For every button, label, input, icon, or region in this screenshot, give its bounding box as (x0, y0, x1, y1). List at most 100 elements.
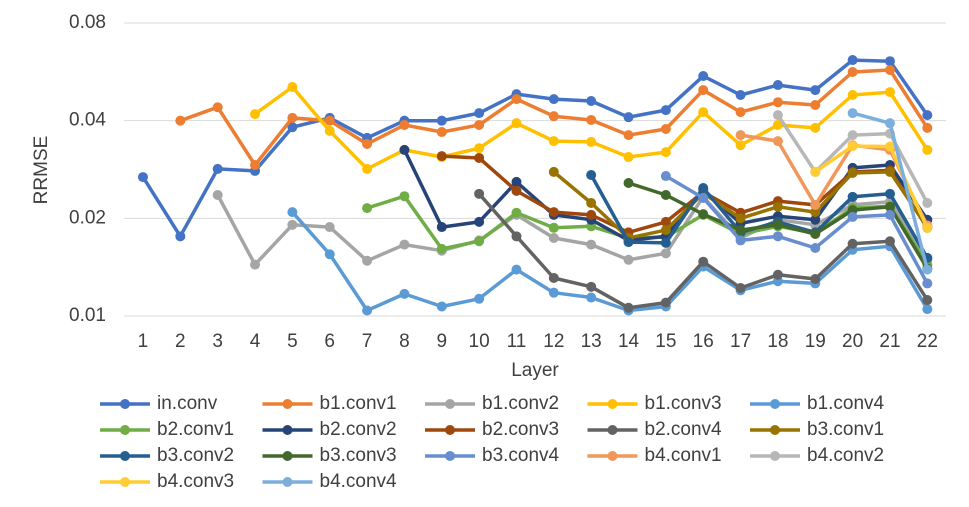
point (623, 178, 634, 189)
point (511, 118, 522, 129)
point (772, 97, 783, 108)
point (884, 201, 895, 212)
point (399, 191, 410, 202)
legend-marker (445, 451, 455, 461)
x-tick-label: 12 (543, 331, 564, 352)
point (698, 256, 709, 267)
point (287, 207, 298, 218)
legend-marker (445, 425, 455, 435)
legend-marker (120, 451, 130, 461)
point (922, 304, 933, 315)
point (362, 138, 373, 149)
x-tick-label: 11 (507, 331, 527, 352)
y-axis-label: RRMSE (31, 136, 52, 205)
legend-label: b2.conv2 (320, 419, 397, 440)
point (884, 56, 895, 67)
point (586, 281, 597, 292)
legend-label: b3.conv1 (807, 419, 884, 440)
point (362, 163, 373, 174)
legend-marker (282, 425, 293, 435)
point (586, 95, 597, 106)
y-tick-label: 0.04 (69, 110, 106, 131)
point (810, 274, 821, 285)
point (922, 197, 933, 208)
point (698, 209, 709, 220)
point (660, 190, 671, 201)
legend-marker (770, 425, 780, 435)
point (810, 100, 821, 111)
legend-marker (770, 451, 780, 461)
point (772, 231, 783, 242)
x-tick-label: 19 (805, 331, 826, 352)
x-tick-label: 2 (175, 331, 186, 352)
point (250, 109, 261, 120)
point (250, 160, 261, 171)
point (324, 115, 335, 126)
x-tick-label: 18 (767, 331, 788, 352)
point (847, 108, 858, 119)
legend-marker (120, 399, 130, 409)
x-tick-label: 9 (436, 331, 447, 352)
point (212, 102, 223, 113)
series-line (216, 194, 929, 267)
point (735, 213, 746, 224)
point (586, 197, 597, 208)
legend-label: b1.conv4 (807, 393, 885, 414)
point (287, 219, 298, 230)
legend-marker (607, 451, 618, 461)
point (436, 151, 447, 162)
x-tick-label: 13 (581, 331, 602, 352)
point (548, 111, 559, 122)
point (847, 141, 858, 152)
point (847, 67, 858, 78)
x-tick-label: 10 (469, 331, 490, 352)
legend-label: b4.conv3 (157, 471, 234, 492)
point (362, 255, 373, 266)
point (772, 136, 783, 147)
point (548, 136, 559, 147)
x-tick-label: 17 (730, 331, 751, 352)
y-tick-label: 0.02 (69, 207, 106, 228)
x-tick-label: 14 (618, 331, 640, 352)
point (698, 107, 709, 118)
point (436, 301, 447, 312)
legend-marker (445, 399, 455, 409)
point (586, 292, 597, 303)
x-tick-label: 8 (399, 331, 410, 352)
point (810, 199, 821, 210)
legend-marker (120, 425, 130, 435)
legend-label: b4.conv4 (320, 471, 398, 492)
point (847, 211, 858, 222)
legend-marker (282, 477, 293, 487)
point (548, 207, 559, 218)
legend-label: b2.conv4 (645, 419, 723, 440)
point (735, 225, 746, 236)
point (137, 172, 148, 183)
point (772, 201, 783, 212)
point (548, 166, 559, 177)
legend-label: b3.conv3 (320, 445, 397, 466)
point (436, 127, 447, 138)
point (474, 119, 485, 130)
point (399, 239, 410, 250)
y-tick-label: 0.01 (69, 305, 106, 326)
legend-label: b3.conv2 (157, 445, 234, 466)
point (884, 65, 895, 76)
point (623, 254, 634, 265)
point (810, 243, 821, 254)
point (660, 105, 671, 116)
point (660, 297, 671, 308)
point (735, 89, 746, 100)
point (884, 141, 895, 152)
point (212, 190, 223, 201)
point (810, 207, 821, 218)
point (810, 122, 821, 133)
point (324, 249, 335, 260)
point (810, 214, 821, 225)
point (884, 236, 895, 247)
point (772, 269, 783, 280)
point (735, 235, 746, 246)
point (250, 259, 261, 270)
series-line (141, 58, 929, 239)
